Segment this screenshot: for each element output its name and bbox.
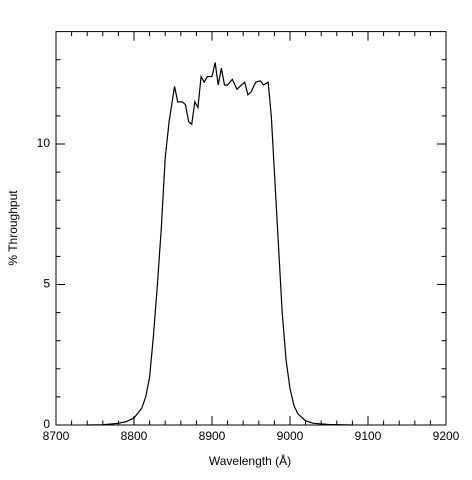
x-tick-label: 8800: [121, 429, 148, 443]
throughput-line: [87, 62, 353, 426]
x-tick-label: 9200: [433, 429, 460, 443]
y-axis-label: % Throughput: [6, 190, 20, 266]
plot-frame: [55, 31, 447, 426]
x-axis-label: Wavelength (Å): [209, 453, 291, 468]
x-tick-label: 9100: [355, 429, 382, 443]
x-tick-label: 8900: [199, 429, 226, 443]
x-tick-label: 9000: [277, 429, 304, 443]
y-tick-label: 0: [43, 417, 50, 431]
y-tick-label: 5: [43, 277, 50, 291]
x-tick-label: 8700: [43, 429, 70, 443]
y-tick-label: 10: [37, 136, 51, 150]
